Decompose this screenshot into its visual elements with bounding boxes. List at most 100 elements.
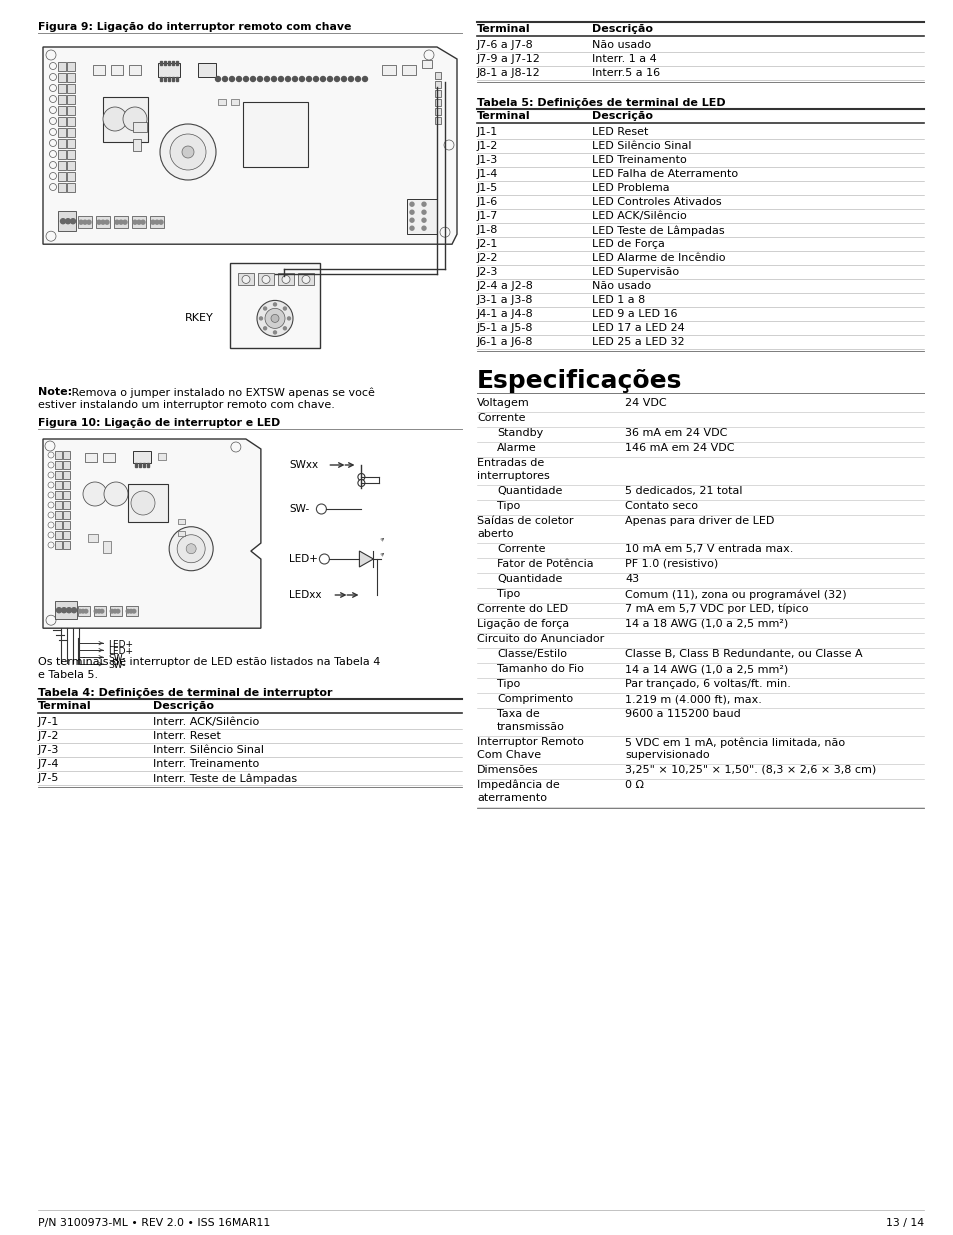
Text: Contato seco: Contato seco bbox=[624, 501, 698, 511]
Bar bbox=[55, 541, 62, 550]
Bar bbox=[164, 77, 166, 82]
Bar bbox=[150, 216, 164, 228]
Circle shape bbox=[421, 210, 426, 214]
Circle shape bbox=[123, 107, 147, 131]
Circle shape bbox=[230, 77, 234, 82]
Bar bbox=[168, 77, 170, 82]
Circle shape bbox=[48, 522, 54, 529]
Text: Tabela 4: Definições de terminal de interruptor: Tabela 4: Definições de terminal de inte… bbox=[38, 688, 333, 698]
Circle shape bbox=[274, 303, 276, 306]
Text: Remova o jumper instalado no EXTSW apenas se você: Remova o jumper instalado no EXTSW apena… bbox=[68, 387, 375, 398]
Circle shape bbox=[410, 226, 414, 230]
Circle shape bbox=[48, 542, 54, 548]
Text: J2-3: J2-3 bbox=[476, 267, 497, 277]
Circle shape bbox=[169, 527, 213, 571]
Bar bbox=[175, 77, 178, 82]
Circle shape bbox=[257, 77, 262, 82]
Text: J4-1 a J4-8: J4-1 a J4-8 bbox=[476, 309, 533, 319]
Text: LED+: LED+ bbox=[108, 640, 132, 650]
Bar bbox=[172, 77, 173, 82]
Circle shape bbox=[287, 317, 291, 320]
Bar bbox=[132, 451, 151, 463]
Bar bbox=[103, 98, 148, 142]
Circle shape bbox=[421, 226, 426, 230]
Text: J7-3: J7-3 bbox=[38, 745, 59, 755]
Bar bbox=[67, 172, 75, 182]
Text: Interr. Silêncio Sinal: Interr. Silêncio Sinal bbox=[152, 745, 264, 755]
Text: LED Falha de Aterramento: LED Falha de Aterramento bbox=[592, 169, 738, 179]
Text: PF 1.0 (resistivo): PF 1.0 (resistivo) bbox=[624, 559, 718, 569]
Text: 0 Ω: 0 Ω bbox=[624, 781, 643, 790]
Bar bbox=[407, 199, 436, 235]
Text: 14 a 18 AWG (1,0 a 2,5 mm²): 14 a 18 AWG (1,0 a 2,5 mm²) bbox=[624, 619, 787, 629]
Bar bbox=[55, 521, 62, 529]
Circle shape bbox=[231, 442, 240, 452]
Circle shape bbox=[97, 220, 101, 225]
Bar bbox=[277, 273, 294, 285]
Circle shape bbox=[283, 308, 286, 310]
Circle shape bbox=[319, 555, 329, 564]
Bar bbox=[421, 61, 432, 68]
Circle shape bbox=[154, 220, 159, 225]
Text: J7-4: J7-4 bbox=[38, 760, 59, 769]
Text: LED 25 a LED 32: LED 25 a LED 32 bbox=[592, 337, 684, 347]
Circle shape bbox=[141, 220, 145, 225]
Circle shape bbox=[48, 492, 54, 498]
Bar bbox=[147, 463, 149, 467]
Text: J1-5: J1-5 bbox=[476, 183, 497, 193]
Circle shape bbox=[67, 608, 71, 613]
Circle shape bbox=[314, 77, 318, 82]
Bar bbox=[58, 172, 66, 182]
Circle shape bbox=[159, 220, 163, 225]
Bar bbox=[63, 541, 70, 550]
Bar bbox=[132, 216, 146, 228]
Text: LED Controles Ativados: LED Controles Ativados bbox=[592, 198, 720, 207]
Circle shape bbox=[282, 275, 290, 283]
Text: J1-6: J1-6 bbox=[476, 198, 497, 207]
Circle shape bbox=[126, 609, 130, 613]
Circle shape bbox=[83, 482, 107, 506]
Text: transmissão: transmissão bbox=[497, 722, 564, 732]
Bar bbox=[58, 62, 66, 70]
Text: J2-4 a J2-8: J2-4 a J2-8 bbox=[476, 282, 534, 291]
Circle shape bbox=[443, 140, 454, 149]
Circle shape bbox=[242, 275, 250, 283]
Circle shape bbox=[104, 482, 128, 506]
Bar bbox=[63, 531, 70, 538]
Text: Entradas de: Entradas de bbox=[476, 458, 543, 468]
Text: SW-: SW- bbox=[108, 661, 126, 671]
Text: J1-7: J1-7 bbox=[476, 211, 497, 221]
Text: Par trançado, 6 voltas/ft. min.: Par trançado, 6 voltas/ft. min. bbox=[624, 679, 790, 689]
Circle shape bbox=[50, 128, 56, 136]
Text: Descrição: Descrição bbox=[152, 701, 213, 711]
Text: J2-2: J2-2 bbox=[476, 253, 498, 263]
Text: Interruptor Remoto: Interruptor Remoto bbox=[476, 737, 583, 747]
Bar bbox=[55, 471, 62, 479]
Circle shape bbox=[263, 308, 266, 310]
Text: J1-2: J1-2 bbox=[476, 141, 497, 151]
Text: Classe/Estilo: Classe/Estilo bbox=[497, 650, 566, 659]
Bar bbox=[198, 63, 215, 77]
Bar bbox=[63, 471, 70, 479]
Text: Interr. Teste de Lâmpadas: Interr. Teste de Lâmpadas bbox=[152, 773, 296, 783]
Circle shape bbox=[182, 146, 193, 158]
Text: LED Alarme de Incêndio: LED Alarme de Incêndio bbox=[592, 253, 724, 263]
Circle shape bbox=[278, 77, 283, 82]
Text: Standby: Standby bbox=[497, 429, 542, 438]
Bar bbox=[67, 95, 75, 104]
Circle shape bbox=[94, 609, 98, 613]
Bar bbox=[103, 453, 115, 462]
Text: Alarme: Alarme bbox=[497, 443, 537, 453]
Circle shape bbox=[50, 184, 56, 190]
Bar bbox=[257, 273, 274, 285]
Circle shape bbox=[335, 77, 339, 82]
Text: J7-5: J7-5 bbox=[38, 773, 59, 783]
Text: Tipo: Tipo bbox=[497, 679, 519, 689]
Text: 146 mA em 24 VDC: 146 mA em 24 VDC bbox=[624, 443, 734, 453]
Circle shape bbox=[61, 608, 67, 613]
Bar bbox=[85, 453, 97, 462]
Text: Quantidade: Quantidade bbox=[497, 574, 561, 584]
Bar bbox=[401, 65, 416, 75]
Bar bbox=[164, 61, 166, 65]
Circle shape bbox=[115, 220, 119, 225]
